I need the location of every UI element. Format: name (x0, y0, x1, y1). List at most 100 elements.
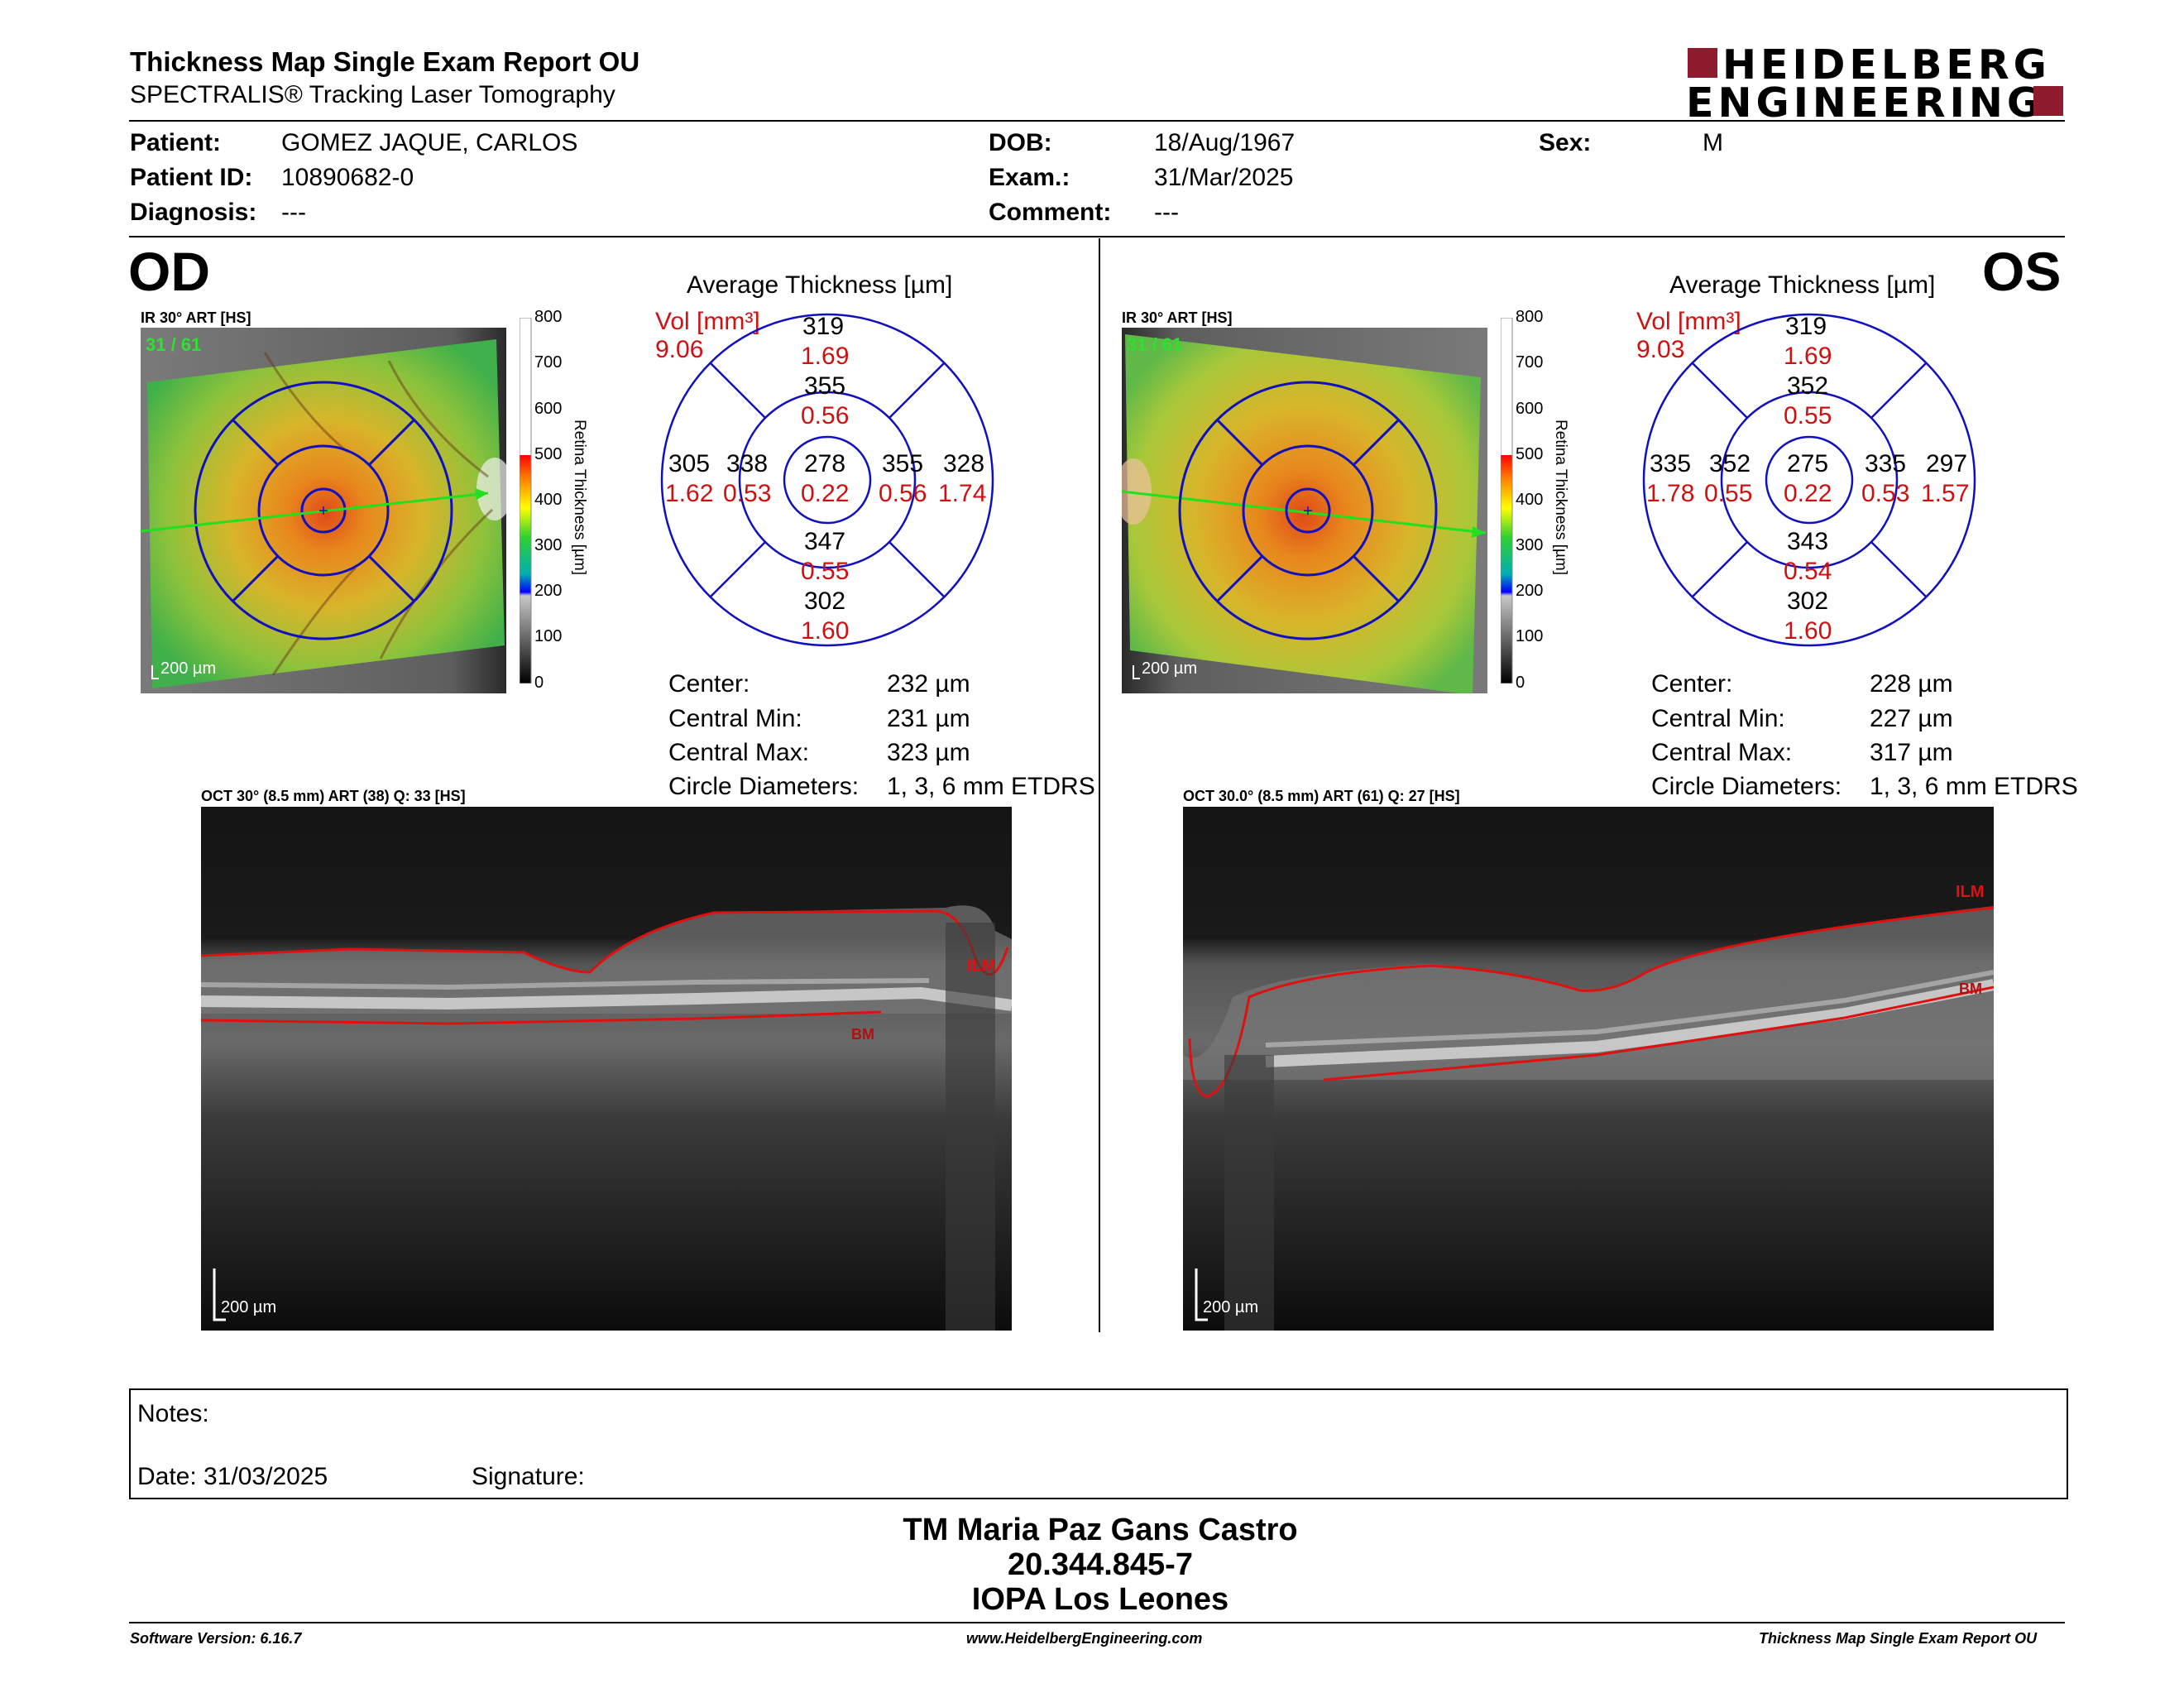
od-eye-label: OD (128, 241, 210, 302)
od-diam-label: Circle Diameters: (668, 773, 860, 800)
svg-text:+: + (318, 502, 328, 520)
od-outer-nasal-vol: 1.74 (938, 480, 987, 507)
os-center-label: Center: (1651, 670, 1733, 698)
os-ir-label: IR 30° ART [HS] (1122, 309, 1233, 326)
os-diam-value: 1, 3, 6 mm ETDRS (1870, 773, 2078, 800)
os-inner-temporal-vol: 0.53 (1861, 480, 1910, 507)
os-outer-nasal-thickness: 335 (1650, 450, 1692, 477)
exam-label: Exam.: (989, 164, 1070, 191)
website-link[interactable]: www.HeidelbergEngineering.com (966, 1630, 1203, 1647)
sex-value: M (1703, 129, 1723, 156)
os-outer-inferior-vol: 1.60 (1784, 617, 1832, 645)
svg-text:31 / 61: 31 / 61 (1127, 334, 1182, 355)
od-vol-label: Vol [mm³] (655, 308, 760, 335)
od-center-label: Center: (668, 670, 750, 698)
od-center-vol: 0.22 (801, 480, 850, 507)
os-inner-nasal-thickness: 352 (1709, 450, 1751, 477)
od-outer-nasal-thickness: 328 (943, 450, 985, 477)
diagnosis-label: Diagnosis: (130, 199, 257, 226)
od-inner-superior-vol: 0.56 (801, 402, 850, 429)
svg-text:+: + (1303, 502, 1313, 520)
signatory-name: TM Maria Paz Gans Castro (903, 1513, 1298, 1547)
os-center-thickness: 275 (1787, 450, 1829, 477)
od-inner-nasal-thickness: 355 (882, 450, 924, 477)
svg-text:BM: BM (851, 1026, 874, 1043)
od-cmax-value: 323 µm (887, 739, 970, 766)
report-subtitle: SPECTRALIS® Tracking Laser Tomography (130, 81, 615, 108)
svg-text:BM: BM (1959, 981, 1982, 997)
svg-text:200 µm: 200 µm (160, 659, 216, 678)
os-scale-label: Retina Thickness [µm] (1552, 420, 1569, 575)
od-oct-bscan: ILM BM 200 µm (201, 807, 1012, 1331)
od-outer-temporal-thickness: 305 (668, 450, 711, 477)
comment-value: --- (1154, 199, 1179, 226)
signatory-rut: 20.344.845-7 (1008, 1547, 1193, 1582)
svg-text:200 µm: 200 µm (1203, 1298, 1258, 1316)
report-title: Thickness Map Single Exam Report OU (130, 46, 640, 77)
patient-id: 10890682-0 (281, 164, 414, 191)
od-scale-label: Retina Thickness [µm] (571, 420, 588, 575)
od-outer-temporal-vol: 1.62 (665, 480, 714, 507)
svg-text:200 µm: 200 µm (221, 1298, 276, 1316)
os-grid-title: Average Thickness [µm] (1669, 271, 1936, 299)
os-thickness-map: + 31 / 61 200 µm (1122, 328, 1487, 693)
od-thickness-map: + 31 / 61 200 µm (141, 328, 506, 693)
os-eye-label: OS (1982, 241, 2062, 302)
os-inner-superior-thickness: 352 (1787, 372, 1829, 400)
os-cmin-value: 227 µm (1870, 705, 1953, 732)
od-center-thickness: 278 (804, 450, 846, 477)
os-outer-temporal-thickness: 297 (1926, 450, 1968, 477)
od-vol-value: 9.06 (655, 336, 704, 363)
os-oct-label: OCT 30.0° (8.5 mm) ART (61) Q: 27 [HS] (1183, 788, 1460, 804)
od-inner-temporal-thickness: 338 (726, 450, 769, 477)
od-outer-superior-thickness: 319 (802, 313, 845, 340)
od-ir-label: IR 30° ART [HS] (141, 309, 251, 326)
od-cmin-label: Central Min: (668, 705, 802, 732)
od-oct-label: OCT 30° (8.5 mm) ART (38) Q: 33 [HS] (201, 788, 466, 804)
notes-label: Notes: (137, 1400, 209, 1427)
os-inner-nasal-vol: 0.55 (1704, 480, 1753, 507)
os-outer-superior-thickness: 319 (1785, 313, 1827, 340)
od-cmin-value: 231 µm (887, 705, 970, 732)
signatory-institution: IOPA Los Leones (971, 1582, 1229, 1617)
os-diam-label: Circle Diameters: (1651, 773, 1842, 800)
signature-label: Signature: (472, 1463, 585, 1490)
software-version: Software Version: 6.16.7 (130, 1630, 302, 1647)
diagnosis-value: --- (281, 199, 306, 226)
od-inner-superior-thickness: 355 (804, 372, 846, 400)
os-inner-inferior-thickness: 343 (1787, 528, 1829, 555)
os-color-scale (1501, 318, 1513, 683)
os-inner-temporal-thickness: 335 (1865, 450, 1907, 477)
os-cmax-label: Central Max: (1651, 739, 1793, 766)
center-divider (1099, 238, 1100, 1332)
notes-box[interactable]: Notes: Date: 31/03/2025 Signature: (129, 1388, 2068, 1499)
os-cmax-value: 317 µm (1870, 739, 1953, 766)
os-outer-temporal-vol: 1.57 (1921, 480, 1970, 507)
os-outer-superior-vol: 1.69 (1784, 343, 1832, 370)
os-outer-inferior-thickness: 302 (1787, 587, 1829, 615)
od-grid-title: Average Thickness [µm] (687, 271, 953, 299)
dob-label: DOB: (989, 129, 1052, 156)
od-etdrs-grid (660, 313, 994, 647)
date-label: Date: 31/03/2025 (137, 1463, 328, 1490)
od-outer-inferior-vol: 1.60 (801, 617, 850, 645)
svg-text:31 / 61: 31 / 61 (146, 334, 201, 355)
os-oct-bscan: ILM BM 200 µm (1183, 807, 1994, 1331)
od-inner-inferior-thickness: 347 (804, 528, 846, 555)
exam-value: 31/Mar/2025 (1154, 164, 1294, 191)
od-diam-value: 1, 3, 6 mm ETDRS (887, 773, 1095, 800)
od-outer-inferior-thickness: 302 (804, 587, 846, 615)
od-inner-nasal-vol: 0.56 (879, 480, 927, 507)
os-outer-nasal-vol: 1.78 (1646, 480, 1695, 507)
os-cmin-label: Central Min: (1651, 705, 1785, 732)
svg-text:ILM: ILM (1956, 883, 1984, 901)
od-outer-superior-vol: 1.69 (801, 343, 850, 370)
os-vol-label: Vol [mm³] (1636, 308, 1741, 335)
footer-report-title: Thickness Map Single Exam Report OU (1759, 1630, 2038, 1647)
patient-label: Patient: (130, 129, 222, 156)
os-inner-inferior-vol: 0.54 (1784, 558, 1832, 585)
od-inner-inferior-vol: 0.55 (801, 558, 850, 585)
os-center-vol: 0.22 (1784, 480, 1832, 507)
comment-label: Comment: (989, 199, 1112, 226)
od-color-scale (520, 318, 532, 683)
